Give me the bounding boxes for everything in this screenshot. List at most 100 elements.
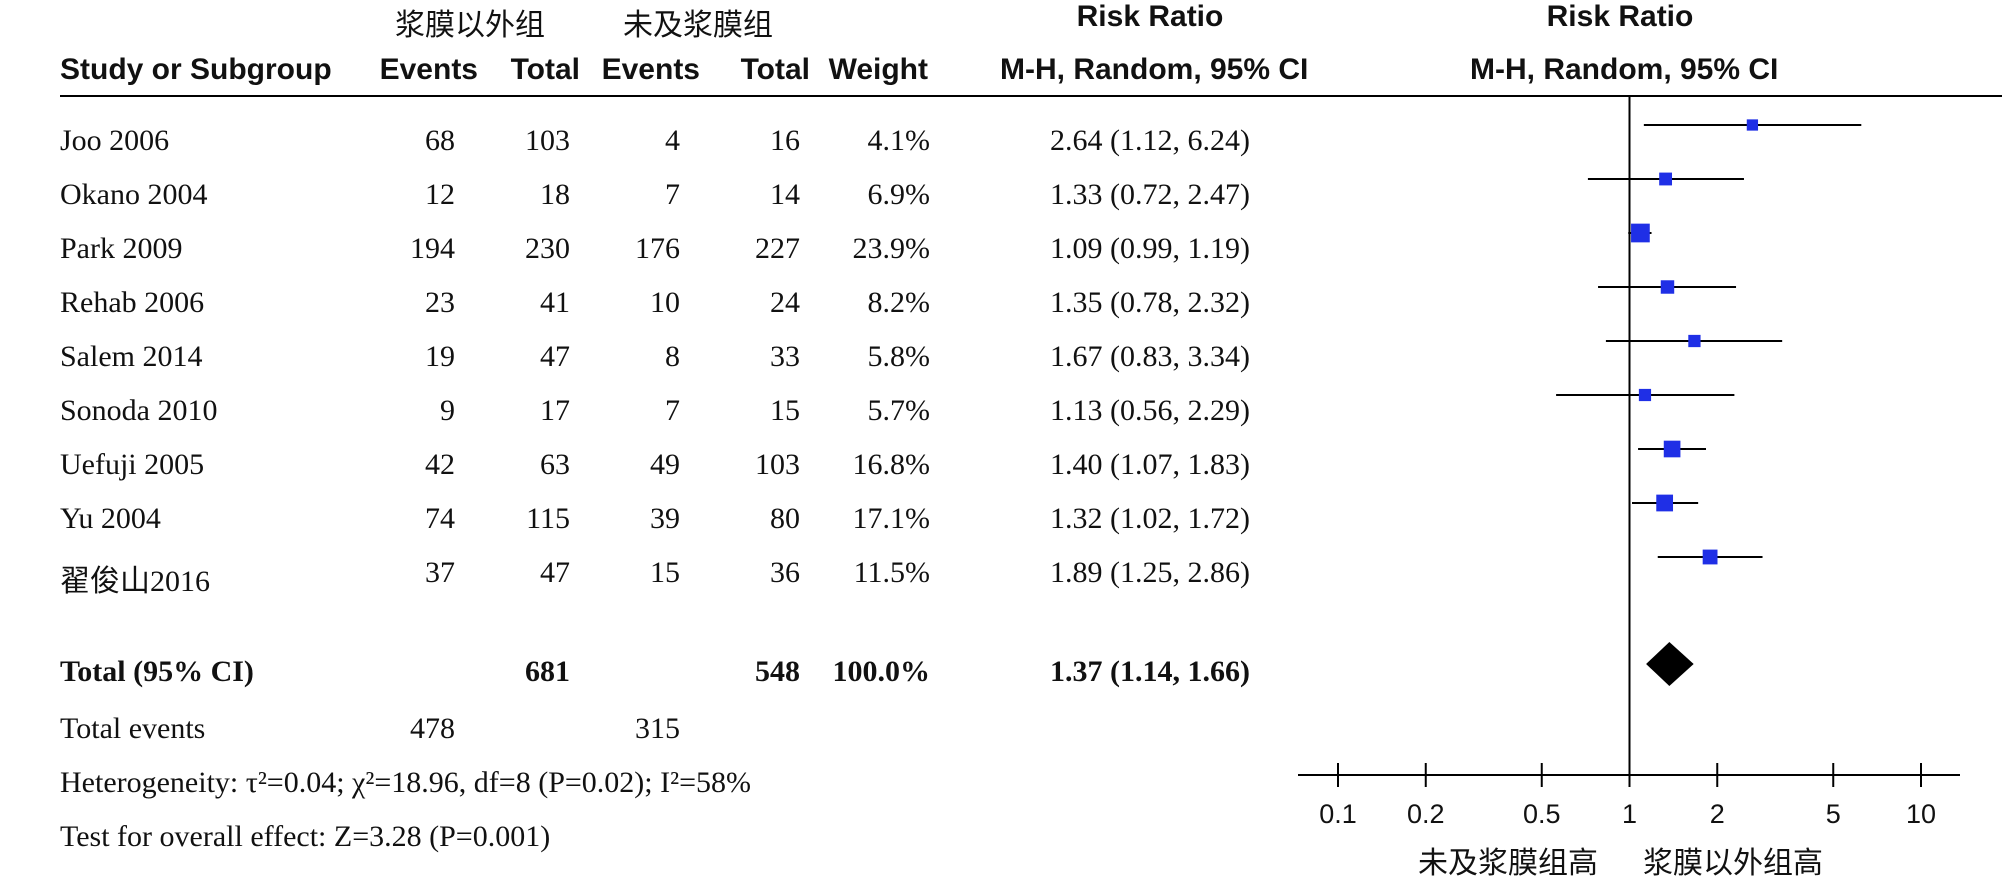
x-tick-label: 5 [1826,799,1841,829]
study-ci: 1.35 (0.78, 2.32) [1050,286,1250,319]
total-events-label: Total events [60,712,206,745]
group1-header: 浆膜以外组 [395,8,545,43]
study-ci: 1.89 (1.25, 2.86) [1050,556,1250,589]
study-total2: 36 [770,556,800,589]
study-events2: 15 [650,556,680,589]
study-total1: 47 [540,340,570,373]
study-events2: 39 [650,502,680,535]
study-total2: 80 [770,502,800,535]
study-weight: 16.8% [852,448,931,481]
rr-title-right: Risk Ratio [1546,0,1694,33]
study-point-marker [1660,280,1675,294]
study-events2: 10 [650,286,680,319]
study-weight: 4.1% [867,124,931,157]
study-weight: 8.2% [867,286,931,319]
study-point-marker [1659,172,1673,186]
study-total1: 17 [540,394,570,427]
x-tick-label: 2 [1710,799,1725,829]
study-total2: 227 [755,232,800,265]
study-point-marker [1638,388,1652,402]
x-tick-label: 0.1 [1319,799,1357,829]
study-events1: 9 [440,394,455,427]
study-point-marker [1656,494,1674,512]
study-events1: 68 [425,124,455,157]
overall-effect-text: Test for overall effect: Z=3.28 (P=0.001… [60,820,551,853]
study-total2: 24 [770,286,800,319]
study-total2: 103 [755,448,800,481]
x-tick-label: 1 [1622,799,1637,829]
study-events1: 194 [410,232,455,265]
total-events2: 315 [635,712,680,745]
study-point-marker [1631,223,1650,243]
favours-right-label: 浆膜以外组高 [1643,846,1823,881]
study-total2: 33 [770,340,800,373]
col-events2-header: Events [601,53,700,86]
total-weight: 100.0% [832,655,931,688]
study-total2: 15 [770,394,800,427]
total-label: Total (95% CI) [60,655,254,688]
header-divider [60,95,2002,97]
study-events2: 7 [665,394,680,427]
study-total1: 103 [525,124,570,157]
study-events1: 74 [425,502,455,535]
total-ci: 1.37 (1.14, 1.66) [1050,655,1250,688]
study-events1: 42 [425,448,455,481]
rr-subtitle-right: M-H, Random, 95% CI [1470,53,1779,86]
study-name: Uefuji 2005 [60,448,205,481]
study-total1: 18 [540,178,570,211]
study-ci: 1.13 (0.56, 2.29) [1050,394,1250,427]
study-point-marker [1746,119,1759,131]
study-events1: 19 [425,340,455,373]
rr-title-left: Risk Ratio [1076,0,1224,33]
study-events1: 12 [425,178,455,211]
study-name: Rehab 2006 [60,286,205,319]
study-weight: 6.9% [867,178,931,211]
study-total1: 63 [540,448,570,481]
col-weight-header: Weight [828,53,928,86]
study-ci: 1.40 (1.07, 1.83) [1050,448,1250,481]
study-point-marker [1702,549,1718,565]
pooled-diamond [1646,642,1694,686]
total-events1: 478 [410,712,455,745]
study-total1: 41 [540,286,570,319]
total-total1: 681 [525,655,570,688]
study-weight: 23.9% [852,232,931,265]
col-study-header: Study or Subgroup [60,53,332,86]
study-ci: 1.67 (0.83, 3.34) [1050,340,1250,373]
study-events1: 23 [425,286,455,319]
study-name: Joo 2006 [60,124,170,157]
study-ci: 2.64 (1.12, 6.24) [1050,124,1250,157]
study-weight: 5.8% [867,340,931,373]
rr-subtitle-left: M-H, Random, 95% CI [1000,53,1309,86]
study-name: Yu 2004 [60,502,161,535]
x-tick-label: 0.5 [1523,799,1561,829]
study-events1: 37 [425,556,455,589]
heterogeneity-text: Heterogeneity: τ²=0.04; χ²=18.96, df=8 (… [60,766,752,799]
study-events2: 7 [665,178,680,211]
study-weight: 11.5% [853,556,930,589]
study-ci: 1.09 (0.99, 1.19) [1050,232,1250,265]
col-events1-header: Events [379,53,478,86]
study-ci: 1.32 (1.02, 1.72) [1050,502,1250,535]
study-name: 翟俊山2016 [60,565,210,598]
favours-left-label: 未及浆膜组高 [1418,846,1598,881]
study-ci: 1.33 (0.72, 2.47) [1050,178,1250,211]
study-weight: 5.7% [867,394,931,427]
study-total2: 16 [770,124,800,157]
study-name: Sonoda 2010 [60,394,218,427]
study-point-marker [1663,440,1681,458]
col-total1-header: Total [510,53,580,86]
col-total2-header: Total [740,53,810,86]
study-events2: 176 [635,232,680,265]
study-weight: 17.1% [852,502,931,535]
study-total2: 14 [770,178,800,211]
group2-header: 未及浆膜组 [623,8,773,43]
study-name: Park 2009 [60,232,183,265]
study-name: Okano 2004 [60,178,208,211]
study-events2: 49 [650,448,680,481]
study-total1: 47 [540,556,570,589]
study-events2: 8 [665,340,680,373]
study-name: Salem 2014 [60,340,203,373]
study-events2: 4 [665,124,680,157]
